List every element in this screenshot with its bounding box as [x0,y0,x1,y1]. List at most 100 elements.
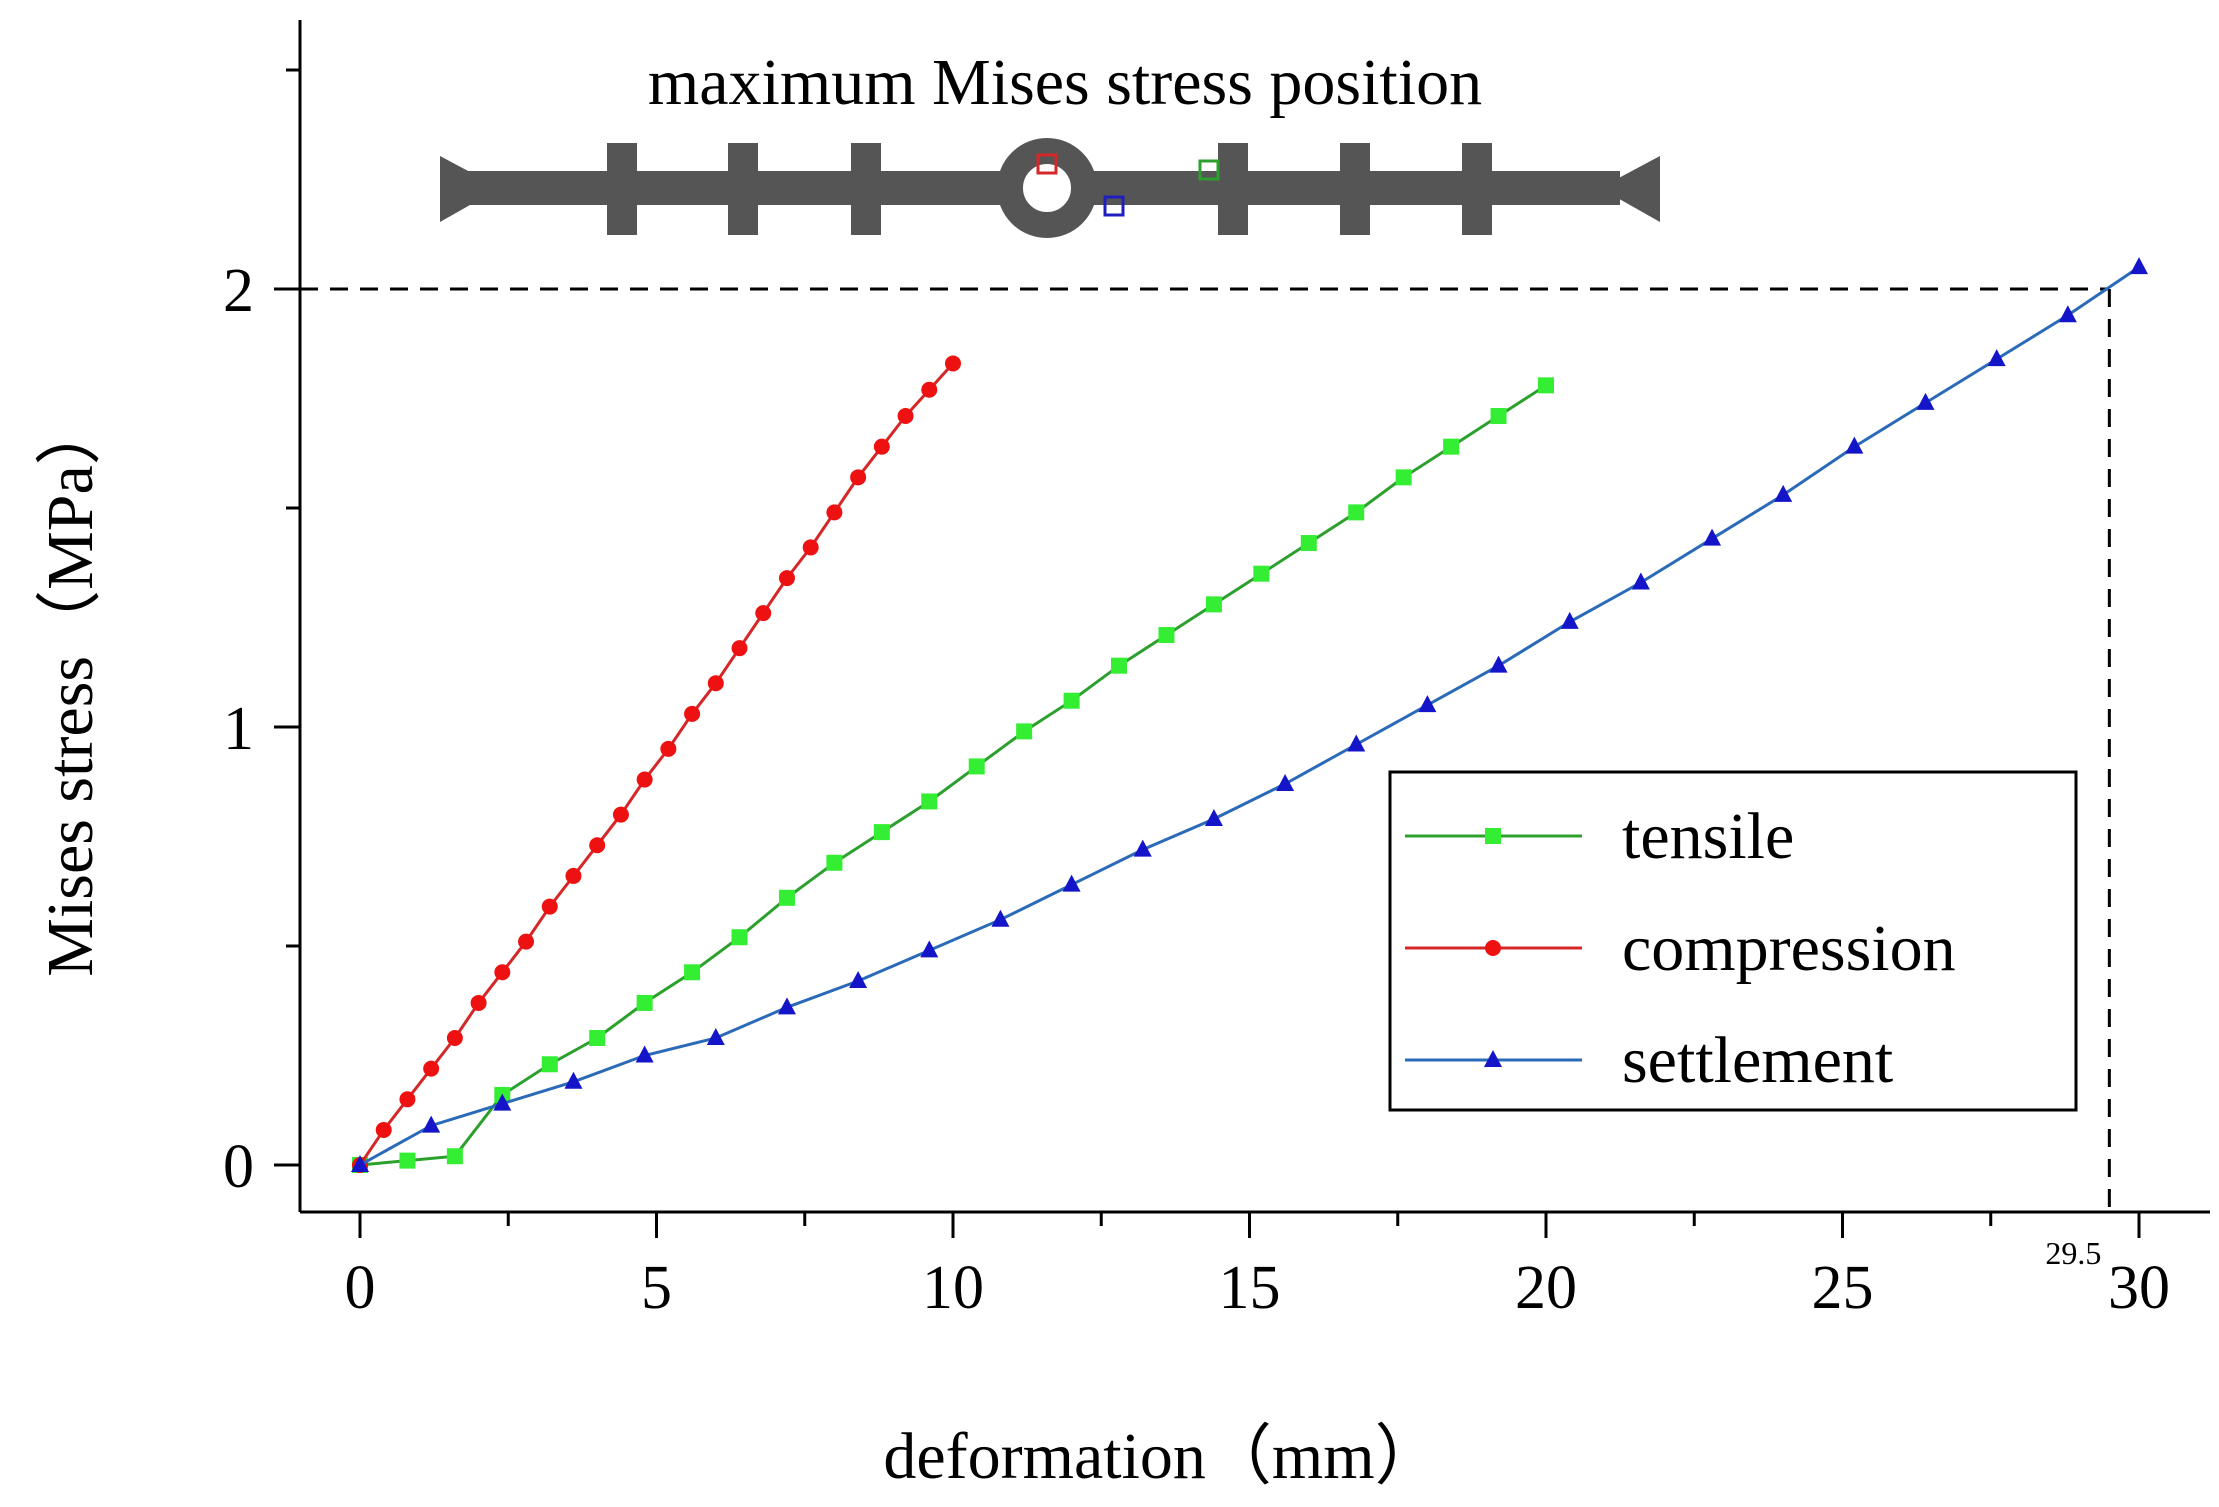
tensile-point [1111,657,1128,674]
inset-title: maximum Mises stress position [648,46,1482,119]
x-tick-label: 20 [1515,1254,1577,1322]
legend: tensile compression settlement [1388,770,2078,1112]
compression-point [636,771,653,788]
settlement-point [1774,484,1793,502]
settlement-point [2130,257,2148,275]
tensile-point [1063,692,1080,709]
tensile-line [359,384,1547,1167]
inset-rib-6 [1462,143,1492,235]
x-tick-label: 15 [1219,1254,1281,1322]
x-tick-label: 10 [922,1254,984,1322]
settlement-point [1987,349,2006,367]
compression-point [755,605,772,622]
series-compression [352,355,961,1173]
settlement-point [1916,392,1935,410]
compression-point [873,438,890,455]
compression-point [897,408,914,425]
settlement-point [1062,874,1081,892]
compression-point [399,1091,416,1108]
tensile-point [399,1152,416,1169]
settlement-point [1418,695,1437,713]
settlement-point [849,971,868,989]
tensile-point [1300,535,1317,552]
series-layer [351,257,2148,1173]
compression-point [541,898,558,915]
tensile-point [1490,408,1507,425]
series-settlement [351,257,2148,1172]
inset-ring [997,138,1097,238]
settlement-point [1204,808,1223,826]
inset-rib-4 [1218,143,1248,235]
compression-point [684,705,701,722]
legend-marker [1484,1050,1502,1067]
legend-marker [1485,828,1501,844]
inset-rib-1 [607,143,637,235]
compression-point [707,675,724,692]
settlement-point [1845,436,1864,454]
x-axis-title: deformation（mm） [883,1420,1440,1493]
inset-right-anchor [1600,156,1660,222]
reference-lines: 29.5 [300,287,2111,1271]
compression-point [423,1060,440,1077]
y-axis-title: Mises stress（MPa） [34,399,107,977]
inset-marker-compression [1036,153,1058,175]
tensile-point [446,1148,463,1165]
settlement-point [1276,773,1295,791]
compression-point [518,933,535,950]
tensile-point [921,793,938,810]
x-tick-label: 30 [2108,1254,2170,1322]
compression-line [358,362,955,1166]
inset-rib-5 [1340,143,1370,235]
settlement-point [2058,305,2077,323]
tensile-point [1395,469,1412,486]
settlement-point [706,1027,725,1045]
compression-point [494,964,511,981]
legend-item-tensile: tensile [1405,800,1794,873]
settlement-point [1133,839,1152,857]
compression-point [565,867,582,884]
legend-label: tensile [1622,800,1794,873]
compression-point [826,504,843,521]
compression-point [660,740,677,757]
legend-label: settlement [1622,1024,1893,1097]
settlement-point [777,997,796,1015]
reference-x-label: 29.5 [2045,1235,2101,1271]
settlement-point [1347,734,1366,752]
settlement-point [493,1093,512,1111]
tensile-point [541,1056,558,1073]
compression-point [921,381,938,398]
inset-diagram: maximum Mises stress position [440,46,1660,238]
tensile-point [636,994,653,1011]
settlement-point [1489,655,1508,673]
axes: 0 5 10 15 20 25 30 0 1 2 [223,20,2210,1322]
legend-item-settlement: settlement [1405,1024,1893,1097]
tensile-point [1253,565,1270,582]
y-tick-label: 1 [223,695,254,763]
compression-point [612,806,629,823]
tensile-point [589,1029,606,1046]
compression-point [945,355,961,372]
tensile-point [873,824,890,841]
compression-point [731,640,748,657]
settlement-point [1560,611,1579,629]
settlement-point [635,1045,654,1063]
tensile-point [1205,596,1222,613]
inset-left-anchor [440,156,500,222]
settlement-point [1703,528,1722,546]
tensile-point [778,889,795,906]
tensile-point [1538,377,1554,394]
settlement-point [991,909,1010,927]
tensile-point [1443,438,1460,455]
tensile-point [1348,504,1365,521]
legend-marker [1485,940,1501,956]
tensile-point [826,854,843,871]
legend-label: compression [1622,912,1956,985]
legend-item-compression: compression [1405,912,1956,985]
settlement-line [359,265,2140,1167]
compression-point [375,1121,392,1138]
compression-point [778,570,795,587]
x-tick-label: 25 [1812,1254,1874,1322]
settlement-point [351,1155,369,1172]
